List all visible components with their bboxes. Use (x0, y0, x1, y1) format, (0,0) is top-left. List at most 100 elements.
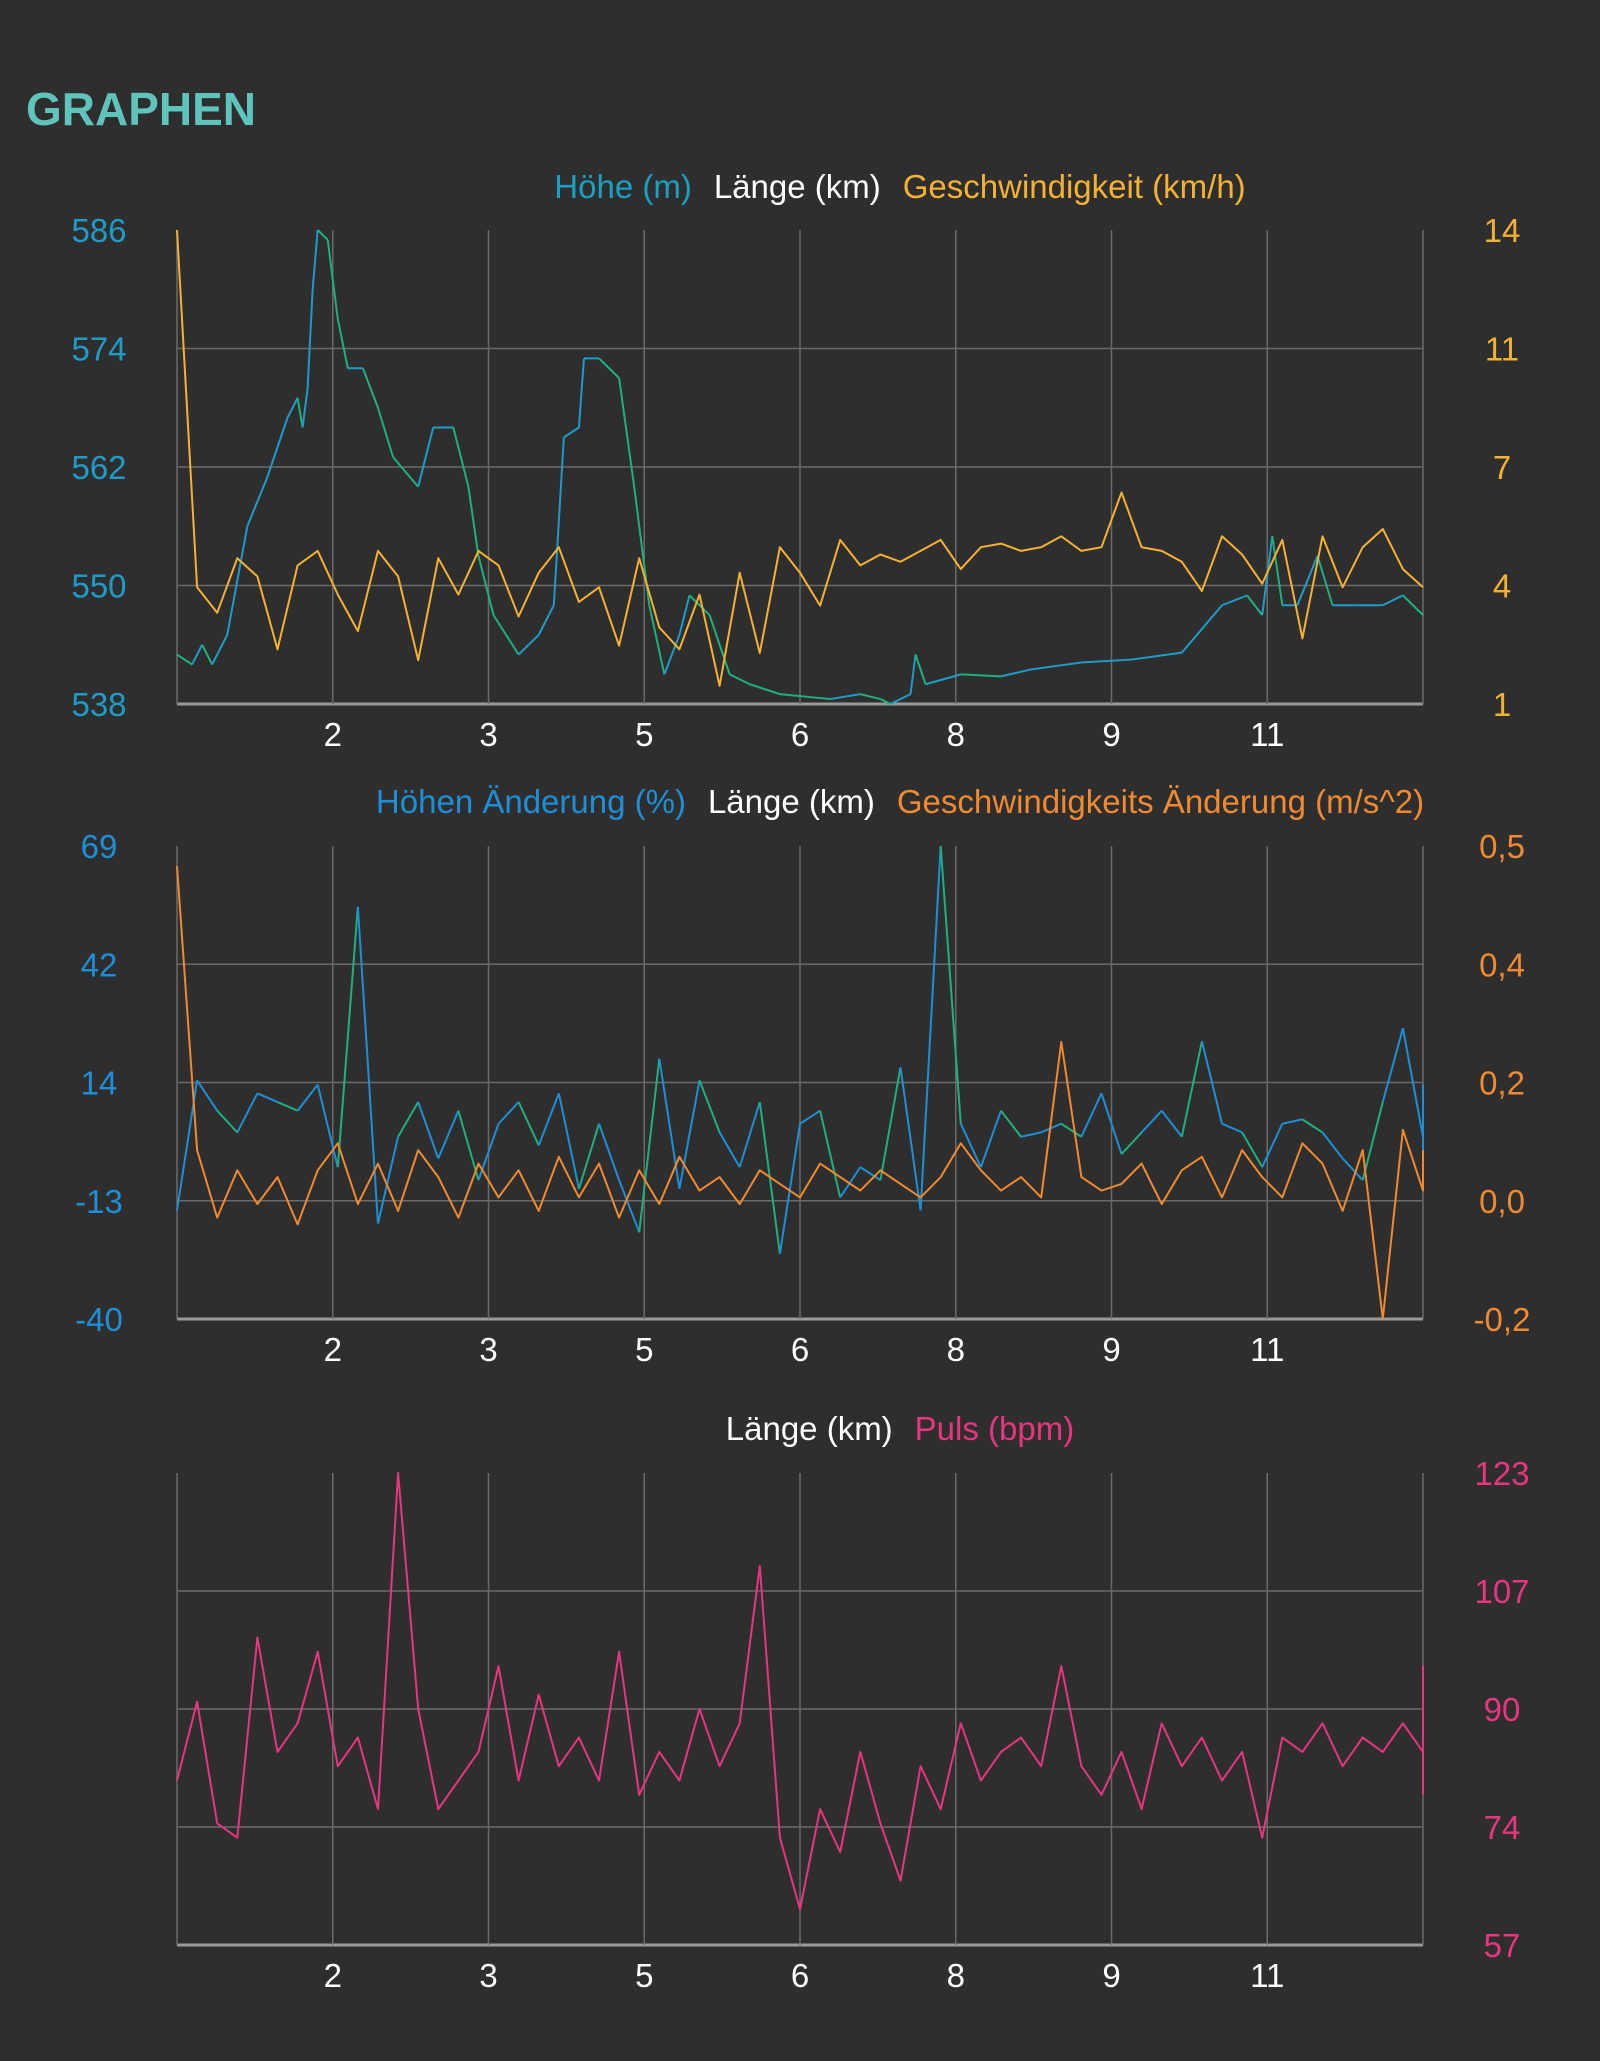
line-segment (914, 654, 927, 685)
line-segment (829, 693, 861, 701)
line-segment (779, 693, 831, 701)
right-y-tick-label: 74 (1484, 1809, 1521, 1846)
left-y-tick-label: 586 (71, 212, 126, 249)
right-y-tick-label: 90 (1484, 1691, 1521, 1728)
line-segment (316, 1084, 339, 1168)
line-segment (517, 1101, 540, 1146)
line-segment (256, 1092, 278, 1103)
line-segment (176, 653, 193, 666)
line-segment (1040, 1122, 1062, 1134)
line-segment (1381, 1027, 1404, 1103)
line-segment (618, 377, 636, 487)
line-segment (879, 698, 891, 705)
line-segment (879, 1067, 902, 1181)
right-y-tick-label: -0,2 (1474, 1301, 1531, 1338)
line-segment (859, 1166, 881, 1181)
line-segment (698, 1079, 721, 1133)
right-y-tick-label: 0,2 (1479, 1065, 1525, 1102)
x-tick-label: 5 (635, 1957, 653, 1994)
x-tick-label: 8 (947, 1331, 965, 1368)
left-y-tick-label: 538 (71, 686, 126, 723)
line-segment (1180, 1041, 1203, 1137)
x-tick-label: 5 (635, 716, 653, 753)
x-tick-label: 9 (1102, 1957, 1120, 1994)
line-segment (919, 845, 942, 1211)
line-segment (1100, 1093, 1123, 1155)
line-segment (226, 526, 249, 636)
left-y-tick-label: -40 (75, 1301, 123, 1338)
right-y-tick-label: 1 (1493, 686, 1511, 723)
line-segment (563, 426, 580, 439)
line-segment (326, 239, 339, 320)
series-accel (176, 866, 1424, 1320)
x-tick-label: 11 (1250, 1957, 1284, 1994)
line-segment (477, 555, 495, 616)
line-segment (718, 1131, 741, 1168)
line-segment (467, 486, 480, 557)
line-segment (246, 476, 269, 527)
legend-distance: Länge (km) (707, 783, 875, 820)
line-segment (678, 1080, 701, 1189)
line-segment (296, 1084, 319, 1112)
line-segment (663, 634, 681, 675)
line-segment (1160, 1110, 1183, 1138)
line-segment (1140, 1110, 1163, 1134)
line-segment (909, 654, 917, 695)
line-segment (979, 1110, 1002, 1168)
x-tick-label: 3 (479, 1957, 497, 1994)
line-segment (316, 229, 329, 241)
pulse-chart: 2 3 5 6 8 9 11 57 74 90 107 123 (176, 1455, 1530, 1994)
x-tick-label: 2 (324, 716, 342, 753)
line-segment (277, 1101, 298, 1112)
x-tick-label: 2 (324, 1957, 342, 1994)
x-tick-label: 6 (791, 1331, 809, 1368)
line-segment (1181, 604, 1223, 654)
line-segment (497, 1101, 520, 1125)
line-segment (557, 1093, 580, 1190)
right-y-tick-label: 57 (1484, 1927, 1521, 1964)
line-segment (648, 605, 666, 675)
line-segment (1081, 658, 1132, 664)
left-y-tick-label: 562 (71, 449, 126, 486)
line-segment (517, 634, 540, 656)
line-segment (457, 1110, 480, 1181)
line-segment (191, 644, 204, 665)
line-segment (1341, 1157, 1364, 1181)
line-segment (1000, 668, 1032, 678)
line-segment (1060, 1122, 1082, 1138)
series-elev (176, 229, 1424, 705)
line-segment (1200, 1041, 1224, 1124)
x-tick-label: 9 (1102, 716, 1120, 753)
x-tick-label: 6 (791, 716, 809, 753)
line-segment (537, 604, 555, 636)
series-line (176, 229, 1424, 687)
line-segment (417, 1101, 440, 1159)
x-tick-label: 8 (947, 1957, 965, 1994)
line-segment (1401, 1028, 1424, 1137)
left-y-tick-label: 42 (81, 946, 118, 983)
line-segment (211, 634, 229, 665)
line-segment (708, 614, 731, 675)
right-y-tick-label: 7 (1493, 449, 1511, 486)
left-y-tick-label: 14 (81, 1065, 118, 1102)
line-segment (1321, 1131, 1344, 1160)
line-segment (1000, 1110, 1022, 1138)
line-segment (1246, 594, 1264, 616)
line-segment (417, 427, 435, 487)
line-segment (899, 1067, 922, 1211)
line-segment (618, 1179, 641, 1233)
line-segment (452, 427, 470, 487)
x-tick-label: 9 (1102, 1331, 1120, 1368)
line-segment (397, 1101, 420, 1138)
line-segment (1221, 1122, 1243, 1134)
line-segment (778, 1123, 801, 1255)
line-segment (658, 1058, 681, 1189)
right-y-tick-label: 0,4 (1479, 946, 1525, 983)
line-segment (356, 906, 379, 1224)
line-segment (376, 1136, 400, 1224)
series-pulse (176, 1472, 1424, 1911)
left-y-tick-label: 69 (81, 828, 118, 865)
left-y-tick-label: -13 (75, 1183, 123, 1220)
right-y-tick-label: 0,0 (1479, 1183, 1525, 1220)
line-segment (1020, 1131, 1042, 1138)
